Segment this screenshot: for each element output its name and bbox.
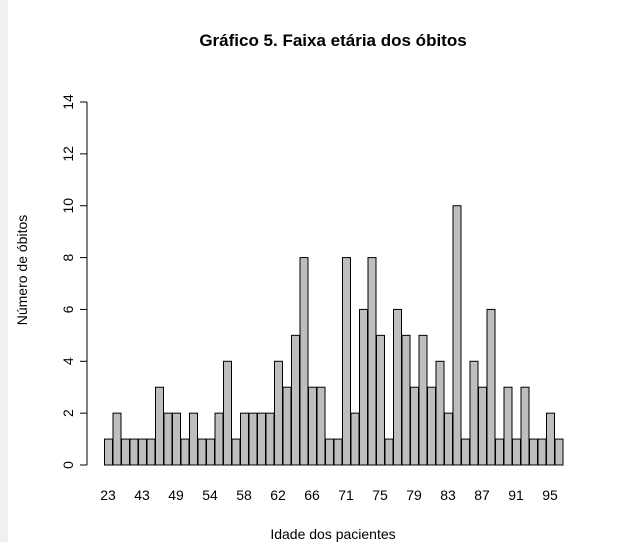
x-tick-label: 79 bbox=[406, 487, 422, 503]
y-tick-label: 0 bbox=[60, 461, 76, 469]
bar bbox=[495, 438, 504, 466]
bar bbox=[282, 386, 292, 466]
x-tick-label: 91 bbox=[508, 487, 524, 503]
bar bbox=[384, 438, 394, 466]
bar bbox=[231, 438, 241, 466]
bar bbox=[512, 438, 521, 466]
x-tick-label: 87 bbox=[474, 487, 490, 503]
bar bbox=[350, 412, 360, 466]
x-tick-label: 43 bbox=[134, 487, 150, 503]
bar bbox=[138, 438, 147, 466]
bar bbox=[104, 438, 113, 466]
y-tick-label: 10 bbox=[60, 198, 76, 214]
bar bbox=[155, 386, 164, 466]
bar bbox=[197, 438, 207, 466]
bar bbox=[274, 360, 283, 466]
x-tick-label: 95 bbox=[542, 487, 558, 503]
x-axis-label: Idade dos pacientes bbox=[270, 526, 395, 542]
bar bbox=[461, 438, 470, 466]
x-tick-label: 23 bbox=[100, 487, 116, 503]
x-tick-label: 75 bbox=[372, 487, 388, 503]
bar bbox=[180, 438, 190, 466]
bar bbox=[146, 438, 156, 466]
bar bbox=[520, 386, 530, 466]
x-tick-label: 54 bbox=[202, 487, 218, 503]
bar bbox=[333, 438, 343, 466]
bar bbox=[546, 412, 555, 466]
bar bbox=[418, 334, 428, 466]
bar bbox=[452, 205, 462, 466]
bar bbox=[257, 412, 266, 466]
bar bbox=[444, 412, 453, 466]
bar bbox=[342, 257, 351, 466]
bar bbox=[469, 360, 479, 466]
bar bbox=[121, 438, 130, 466]
x-tick-label: 83 bbox=[440, 487, 456, 503]
y-tick-label: 2 bbox=[60, 409, 76, 417]
y-tick-label: 4 bbox=[60, 357, 76, 365]
bar bbox=[427, 386, 436, 466]
bar bbox=[223, 360, 232, 466]
bar bbox=[359, 308, 368, 466]
bar bbox=[129, 438, 139, 466]
x-tick-label: 62 bbox=[270, 487, 286, 503]
bar bbox=[486, 308, 496, 466]
bar bbox=[367, 257, 377, 466]
bar bbox=[376, 334, 385, 466]
bar bbox=[206, 438, 215, 466]
bar bbox=[291, 334, 300, 466]
x-tick-label: 71 bbox=[338, 487, 354, 503]
bar bbox=[248, 412, 258, 466]
bar bbox=[325, 438, 334, 466]
bar bbox=[214, 412, 224, 466]
bar bbox=[189, 412, 198, 466]
chart-title: Gráfico 5. Faixa etária dos óbitos bbox=[199, 31, 466, 50]
bar bbox=[240, 412, 249, 466]
bar bbox=[112, 412, 122, 466]
bar bbox=[537, 438, 547, 466]
bar bbox=[316, 386, 326, 466]
bar bbox=[478, 386, 487, 466]
bar bbox=[529, 438, 538, 466]
x-tick-label: 49 bbox=[168, 487, 184, 503]
bar bbox=[410, 386, 419, 466]
bar bbox=[554, 438, 564, 466]
y-tick-label: 14 bbox=[60, 94, 76, 110]
bar bbox=[299, 257, 309, 466]
x-tick-label: 66 bbox=[304, 487, 320, 503]
y-axis-label: Número de óbitos bbox=[14, 215, 30, 326]
bar bbox=[163, 412, 173, 466]
bar bbox=[265, 412, 275, 466]
bar bbox=[393, 308, 402, 466]
window-edge bbox=[0, 0, 8, 542]
x-tick-label: 58 bbox=[236, 487, 252, 503]
y-tick-label: 8 bbox=[60, 253, 76, 261]
y-tick-label: 12 bbox=[60, 146, 76, 162]
bar bbox=[401, 334, 411, 466]
bar bbox=[435, 360, 445, 466]
bar bbox=[172, 412, 181, 466]
bar bbox=[503, 386, 513, 466]
bar bbox=[308, 386, 317, 466]
y-tick-label: 6 bbox=[60, 305, 76, 313]
